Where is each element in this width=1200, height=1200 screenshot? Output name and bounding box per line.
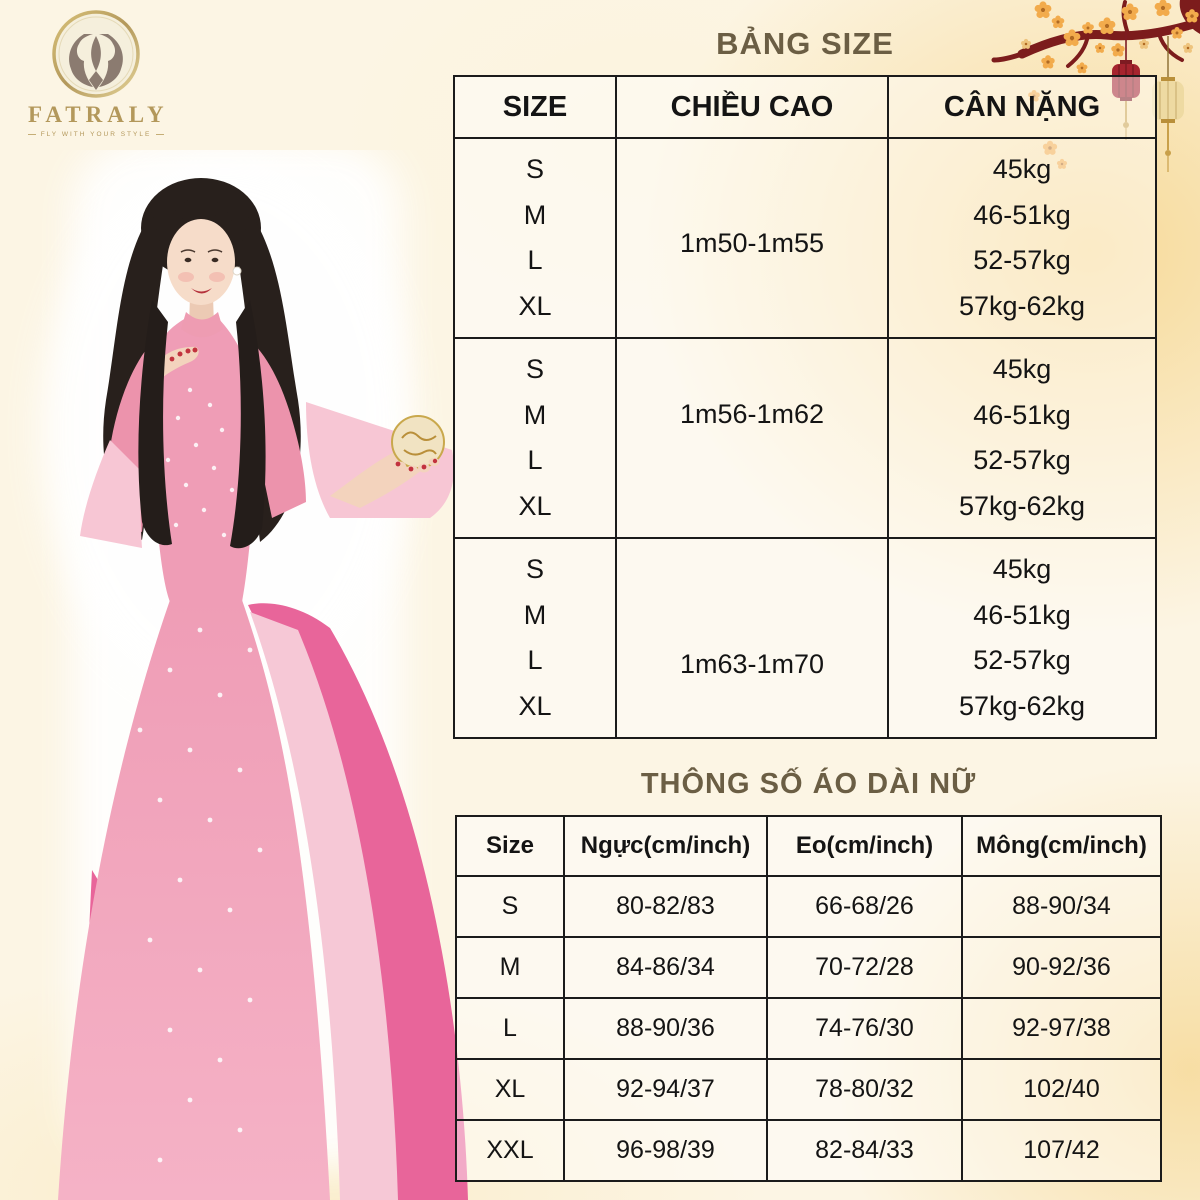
group-3-weights: 45kg 46-51kg 52-57kg 57kg-62kg bbox=[887, 539, 1155, 737]
spec-table-header-row: Size Ngực(cm/inch) Eo(cm/inch) Mông(cm/i… bbox=[457, 817, 1160, 875]
spec-table: Size Ngực(cm/inch) Eo(cm/inch) Mông(cm/i… bbox=[455, 815, 1162, 1182]
size-group-2: S M L XL 1m56-1m62 45kg 46-51kg 52-57kg … bbox=[455, 337, 1155, 537]
model-photo bbox=[40, 150, 468, 1200]
header-weight: CÂN NẶNG bbox=[887, 77, 1155, 137]
bodice bbox=[147, 318, 257, 602]
header-size: Size bbox=[485, 832, 535, 859]
brand-tagline: FLY WITH YOUR STYLE bbox=[28, 131, 164, 138]
header-waist: Eo(cm/inch) bbox=[766, 817, 961, 875]
brand-name: FATRALY bbox=[28, 102, 169, 127]
group-3-height: 1m63-1m70 bbox=[615, 539, 887, 737]
spec-table-title: THÔNG SỐ ÁO DÀI NỮ bbox=[640, 768, 977, 800]
group-1-weights: 45kg 46-51kg 52-57kg 57kg-62kg bbox=[887, 139, 1155, 337]
header-hip: Mông(cm/inch) bbox=[961, 817, 1160, 875]
hair-front-locks bbox=[138, 300, 266, 549]
spec-row-xl: XL 92-94/37 78-80/32 102/40 bbox=[457, 1058, 1160, 1119]
size-group-1: S M L XL 1m50-1m55 45kg 46-51kg 52-57kg … bbox=[455, 137, 1155, 337]
spec-row-l: L 88-90/36 74-76/30 92-97/38 bbox=[457, 997, 1160, 1058]
header-size: SIZE bbox=[502, 90, 568, 123]
size-table-title: BẢNG SIZE bbox=[716, 26, 894, 61]
red-lantern-icon bbox=[1112, 32, 1140, 140]
header-bust: Ngực(cm/inch) bbox=[563, 817, 766, 875]
group-3-sizes: S M L XL bbox=[518, 554, 552, 721]
fatraly-logo-icon bbox=[52, 10, 140, 98]
spec-row-s: S 80-82/83 66-68/26 88-90/34 bbox=[457, 875, 1160, 936]
group-1-height: 1m50-1m55 bbox=[615, 139, 887, 337]
fatraly-logo: FATRALY FLY WITH YOUR STYLE bbox=[28, 8, 164, 138]
size-group-3: S M L XL 1m63-1m70 45kg 46-51kg 52-57kg … bbox=[455, 537, 1155, 737]
group-2-sizes: S M L XL bbox=[518, 354, 552, 521]
tagline-rule-left bbox=[28, 134, 36, 135]
earring bbox=[232, 266, 242, 276]
group-2-weights: 45kg 46-51kg 52-57kg 57kg-62kg bbox=[887, 339, 1155, 537]
face bbox=[165, 198, 242, 326]
right-hand bbox=[394, 458, 440, 475]
size-table: SIZE CHIỀU CAO CÂN NẶNG S M L XL 1m50-1m… bbox=[453, 75, 1157, 739]
header-height: CHIỀU CAO bbox=[615, 77, 887, 137]
yellow-lantern-icon bbox=[1152, 36, 1184, 172]
spec-row-m: M 84-86/34 70-72/28 90-92/36 bbox=[457, 936, 1160, 997]
group-1-sizes: S M L XL bbox=[518, 154, 552, 321]
plum-blossom-branch-icon bbox=[991, 0, 1200, 172]
pearl-dots bbox=[137, 387, 263, 1163]
skirt bbox=[58, 600, 330, 1200]
size-table-header-row: SIZE CHIỀU CAO CÂN NẶNG bbox=[455, 77, 1155, 137]
tagline-rule-right bbox=[156, 134, 164, 135]
dress-inner-panel bbox=[250, 612, 398, 1200]
collar bbox=[181, 312, 223, 338]
group-2-height: 1m56-1m62 bbox=[615, 339, 887, 537]
spec-row-xxl: XXL 96-98/39 82-84/33 107/42 bbox=[457, 1119, 1160, 1180]
